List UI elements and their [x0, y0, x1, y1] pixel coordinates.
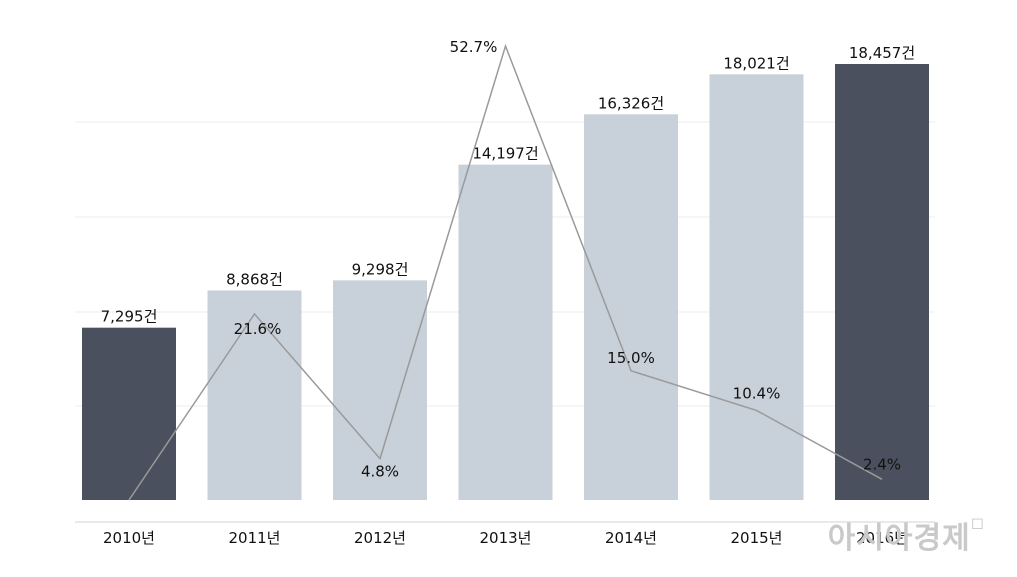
x-tick-label-6: 2016년: [856, 529, 908, 547]
line-value-label-6: 2.4%: [863, 455, 901, 473]
x-tick-label-2: 2012년: [354, 529, 406, 547]
line-value-label-3: 52.7%: [450, 38, 498, 56]
bar-value-label-1: 8,868건: [226, 271, 283, 289]
bar-0: [82, 327, 176, 500]
bar-value-label-0: 7,295건: [101, 308, 158, 326]
x-tick-label-0: 2010년: [103, 529, 155, 547]
x-tick-label-1: 2011년: [229, 529, 281, 547]
bar-5: [709, 74, 804, 500]
bar-value-label-4: 16,326건: [598, 94, 664, 112]
bar-1: [207, 290, 302, 500]
bar-value-label-6: 18,457건: [849, 44, 915, 62]
bar-3: [458, 164, 553, 500]
line-value-label-5: 10.4%: [733, 384, 781, 402]
x-tick-label-4: 2014년: [605, 529, 657, 547]
line-value-label-1: 21.6%: [234, 320, 282, 338]
bar-value-label-2: 9,298건: [352, 260, 409, 278]
bar-value-label-5: 18,021건: [723, 54, 789, 72]
x-tick-label-3: 2013년: [480, 529, 532, 547]
growth-line: [128, 43, 883, 501]
x-tick-label-5: 2015년: [731, 529, 783, 547]
bar-2: [333, 280, 427, 500]
line-value-label-4: 15.0%: [607, 349, 655, 367]
bar-4: [584, 114, 678, 501]
line-value-label-2: 4.8%: [361, 463, 399, 481]
bar-6: [835, 64, 929, 500]
watermark-logo: 아시아경제◻: [827, 513, 985, 556]
bar-value-label-3: 14,197건: [472, 145, 538, 163]
